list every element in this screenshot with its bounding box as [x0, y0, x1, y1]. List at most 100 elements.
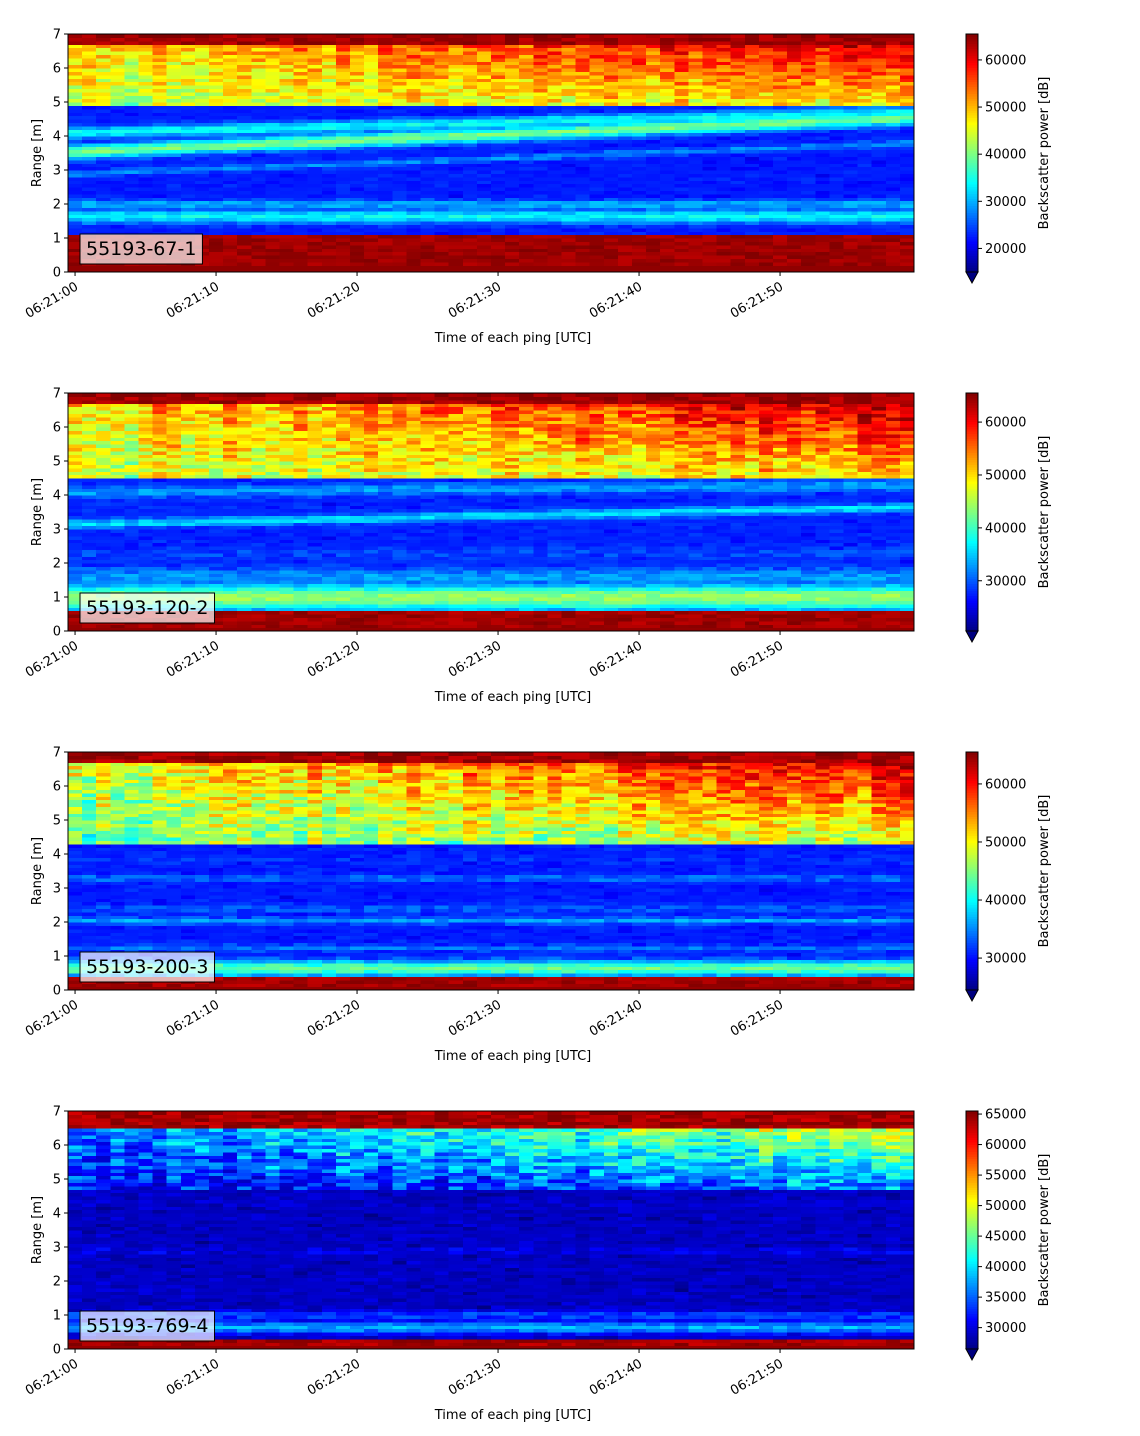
heatmap-cell	[138, 68, 154, 72]
heatmap-cell	[279, 146, 295, 151]
x-tick-label: 06:21:10	[164, 279, 222, 321]
heatmap-cell	[857, 34, 873, 38]
heatmap-cell	[843, 210, 859, 215]
heatmap-cell	[82, 34, 97, 38]
heatmap-cell	[491, 44, 506, 49]
heatmap-cell	[265, 183, 281, 188]
heatmap-cell	[547, 197, 563, 202]
heatmap-cell	[209, 173, 224, 178]
heatmap-cell	[279, 248, 295, 253]
heatmap-cell	[815, 166, 830, 171]
heatmap-cell	[124, 210, 140, 215]
heatmap-cell	[406, 234, 422, 239]
heatmap-cell	[857, 265, 873, 270]
heatmap-cell	[561, 234, 577, 239]
heatmap-cell	[265, 132, 281, 137]
heatmap-cell	[632, 227, 647, 232]
heatmap-cell	[237, 241, 252, 246]
heatmap-cell	[364, 255, 379, 259]
heatmap-cell	[138, 170, 154, 174]
heatmap-cell	[293, 61, 309, 66]
heatmap-cell	[82, 268, 97, 273]
heatmap-cell	[406, 166, 422, 171]
heatmap-cell	[434, 119, 450, 123]
heatmap-cell	[265, 241, 281, 246]
heatmap-cell	[307, 142, 323, 147]
heatmap-cell	[138, 454, 154, 459]
heatmap-cell	[420, 163, 436, 168]
heatmap-cell	[209, 129, 224, 134]
heatmap-cell	[758, 217, 774, 222]
heatmap-cell	[561, 268, 577, 273]
heatmap-cell	[265, 156, 281, 161]
heatmap-cell	[138, 268, 154, 273]
heatmap-cell	[293, 108, 309, 113]
heatmap-cell	[251, 193, 266, 198]
heatmap-cell	[519, 234, 534, 239]
heatmap-cell	[166, 40, 182, 45]
heatmap-cell	[561, 112, 577, 117]
heatmap-cell	[758, 166, 774, 171]
heatmap-cell	[350, 139, 365, 144]
heatmap-cell	[335, 248, 351, 253]
heatmap-cell	[307, 105, 323, 110]
heatmap-cell	[505, 248, 520, 253]
heatmap-cell	[561, 136, 577, 140]
heatmap-cell	[801, 200, 816, 205]
heatmap-cell	[364, 44, 379, 49]
heatmap-cell	[787, 234, 802, 239]
heatmap-cell	[801, 210, 816, 215]
heatmap-cell	[603, 71, 619, 76]
heatmap-cell	[801, 132, 816, 137]
heatmap-cell	[237, 268, 252, 273]
heatmap-cell	[603, 248, 619, 253]
heatmap-cell	[632, 34, 647, 38]
heatmap-cell	[293, 122, 309, 127]
heatmap-cell	[420, 102, 436, 106]
heatmap-cell	[519, 44, 534, 49]
heatmap-cell	[364, 34, 379, 38]
heatmap-cell	[335, 221, 351, 225]
heatmap-cell	[68, 221, 83, 225]
heatmap-cell	[519, 224, 534, 229]
heatmap-cell	[237, 85, 252, 89]
heatmap-cell	[279, 54, 295, 59]
heatmap-cell	[617, 115, 633, 120]
heatmap-cell	[575, 40, 591, 45]
heatmap-cell	[251, 204, 266, 208]
heatmap-cell	[378, 248, 393, 253]
heatmap-cell	[321, 112, 337, 117]
heatmap-cell	[420, 64, 436, 69]
heatmap-cell	[476, 214, 492, 219]
heatmap-cell	[392, 156, 407, 161]
heatmap-cell	[392, 217, 407, 222]
heatmap-cell	[350, 54, 365, 59]
heatmap-cell	[617, 238, 633, 242]
heatmap-cell	[406, 187, 422, 191]
heatmap-cell	[265, 47, 281, 52]
heatmap-cell	[335, 261, 351, 266]
heatmap-cell	[392, 255, 407, 259]
heatmap-cell	[420, 176, 436, 181]
heatmap-cell	[321, 265, 337, 270]
heatmap-cell	[406, 163, 422, 168]
heatmap-cell	[180, 98, 196, 103]
heatmap-cell	[223, 166, 238, 171]
heatmap-cell	[110, 68, 125, 72]
heatmap-cell	[166, 132, 182, 137]
heatmap-cell	[335, 149, 351, 154]
heatmap-cell	[491, 258, 506, 263]
heatmap-cell	[350, 221, 365, 225]
heatmap-cell	[237, 102, 252, 106]
heatmap-cell	[321, 173, 337, 178]
heatmap-cell	[293, 105, 309, 110]
heatmap-cell	[505, 68, 520, 72]
heatmap-cell	[124, 57, 140, 62]
heatmap-cell	[138, 156, 154, 161]
heatmap-cell	[321, 136, 337, 140]
heatmap-cell	[194, 159, 210, 164]
heatmap-cell	[716, 244, 732, 249]
heatmap-cell	[279, 183, 295, 188]
heatmap-cell	[448, 112, 464, 117]
heatmap-cell	[801, 159, 816, 164]
